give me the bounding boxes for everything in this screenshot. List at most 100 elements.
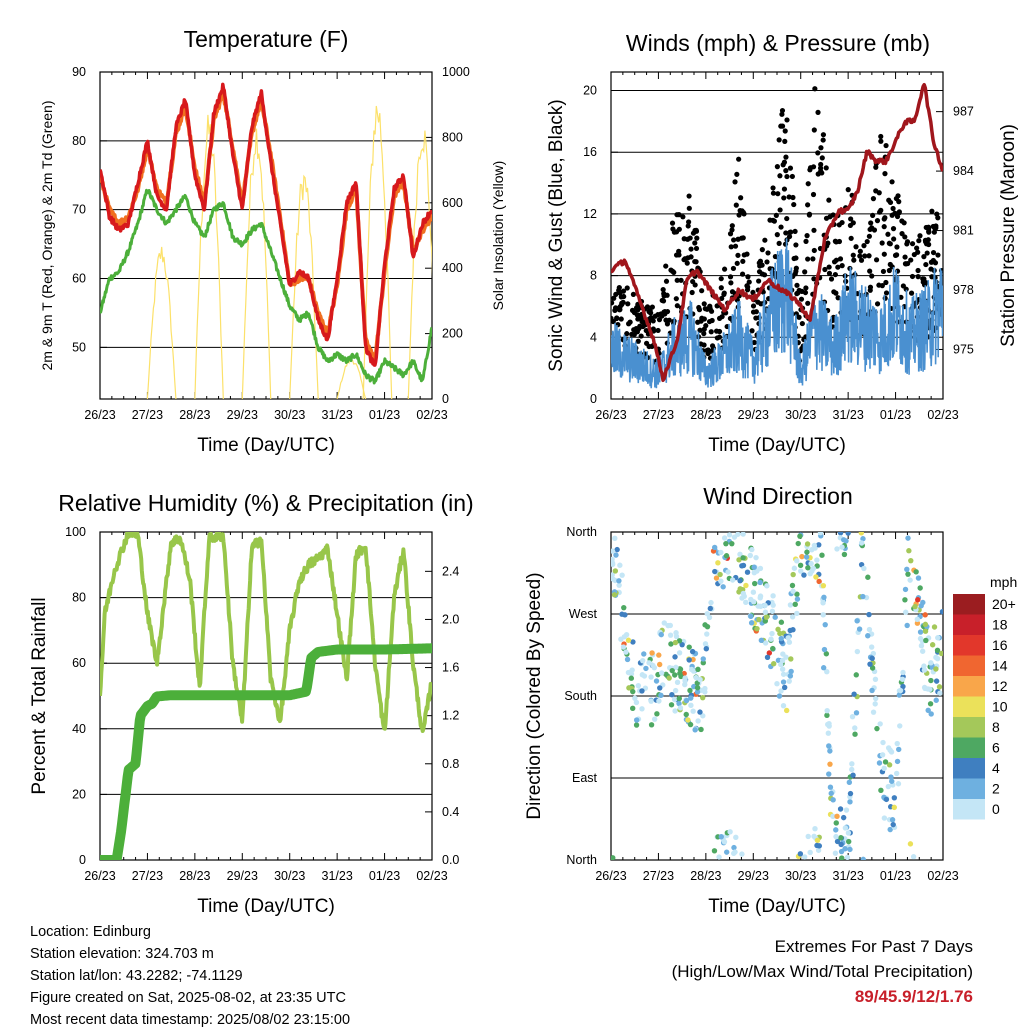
wind-direction-point [813, 574, 819, 580]
y2-tick-label: 400 [442, 261, 463, 275]
y2-tick-label: 600 [442, 196, 463, 210]
gust-point [867, 284, 874, 290]
gust-point [883, 290, 890, 296]
wind-direction-point [769, 608, 776, 615]
dewpoint-line [100, 188, 432, 385]
wind-direction-point [706, 614, 713, 621]
wind-direction-point [865, 574, 871, 580]
y-tick-label: West [569, 607, 598, 621]
wind-direction-point [797, 851, 804, 857]
wind-direction-point [736, 557, 742, 563]
gust-point [783, 230, 789, 236]
temp-2m-line [100, 82, 432, 367]
wind-direction-point [639, 672, 646, 678]
wind-direction-point [676, 650, 683, 656]
wind-direction-point [762, 640, 769, 646]
gust-point [898, 294, 904, 300]
x-axis-label: Time (Day/UTC) [197, 896, 335, 917]
gust-point [734, 260, 740, 266]
gust-point [732, 179, 738, 185]
legend-swatch [953, 676, 985, 697]
gust-point [779, 123, 786, 129]
wind-direction-point [643, 665, 649, 672]
y-tick-label: 4 [590, 330, 597, 344]
gust-point [794, 282, 800, 288]
gust-point [923, 239, 929, 245]
wind-direction-point [860, 856, 866, 860]
gust-point [837, 256, 844, 262]
gust-point [782, 138, 788, 144]
gust-point [630, 291, 637, 298]
wind-direction-point [720, 584, 726, 590]
y-tick-label: 50 [72, 340, 86, 354]
gust-point [772, 253, 778, 260]
y-tick-label: East [572, 771, 598, 785]
gust-point [781, 195, 787, 201]
wind-direction-point [918, 642, 925, 649]
solar-insolation-line [146, 246, 177, 399]
wind-direction-point [697, 709, 703, 715]
wind-direction-point [905, 535, 911, 541]
gust-point [663, 263, 669, 269]
gust-point [784, 215, 790, 222]
wind-direction-point [729, 540, 735, 547]
wind-direction-point [842, 825, 849, 831]
x-tick-label: 27/23 [643, 869, 674, 883]
gust-point [873, 188, 879, 194]
gust-point [807, 167, 813, 173]
recent-timestamp-text: Most recent data timestamp: 2025/08/02 2… [30, 1012, 351, 1028]
wind-direction-point [748, 613, 754, 620]
wind-direction-point [639, 688, 645, 694]
wind-direction-point [833, 833, 839, 840]
wind-direction-point [778, 635, 784, 642]
wind-direction-point [718, 834, 724, 840]
gust-point [624, 331, 630, 337]
gust-point [692, 240, 698, 246]
wind-direction-point [633, 699, 640, 706]
x-tick-label: 26/23 [595, 869, 626, 883]
wind-direction-point [672, 654, 678, 660]
gust-point [794, 291, 800, 297]
wind-direction-point [876, 760, 883, 766]
gust-point [744, 287, 751, 293]
gust-point [663, 278, 670, 284]
wind-direction-point [858, 540, 865, 546]
gust-point [805, 181, 811, 187]
wind-direction-point [750, 589, 757, 595]
gust-point [885, 231, 891, 237]
wind-direction-point [849, 713, 856, 720]
legend-swatch [953, 635, 985, 656]
wind-direction-point [757, 595, 763, 601]
wind-direction-point [922, 612, 928, 618]
gust-point [755, 299, 761, 305]
gust-point [869, 273, 875, 279]
gust-point [803, 238, 809, 244]
wind-direction-point [938, 650, 943, 657]
gust-point [851, 257, 857, 263]
x-tick-label: 30/23 [785, 869, 816, 883]
gust-point [811, 247, 817, 254]
plot-area [611, 532, 943, 860]
gust-point [820, 137, 826, 143]
wind-direction-point [914, 620, 921, 626]
wind-direction-point [826, 771, 832, 777]
wind-direction-point [687, 721, 694, 728]
y2-axis-label: Station Pressure (Maroon) [998, 124, 1019, 347]
gust-point [708, 329, 714, 335]
wind-direction-point [611, 556, 615, 563]
wind-direction-point [904, 566, 910, 573]
wind-direction-point [712, 568, 718, 575]
gust-point [778, 224, 784, 230]
gust-point [638, 316, 645, 322]
wind-direction-point [731, 850, 737, 857]
gust-point [803, 285, 809, 291]
gust-point [770, 190, 777, 196]
gust-point [786, 194, 792, 200]
gust-point [625, 301, 631, 307]
gust-point [915, 249, 921, 255]
wind-direction-point [891, 804, 898, 811]
wind-direction-point [827, 748, 833, 754]
gust-point [804, 233, 810, 239]
wind-direction-point [928, 660, 934, 666]
wind-direction-point [661, 620, 667, 626]
